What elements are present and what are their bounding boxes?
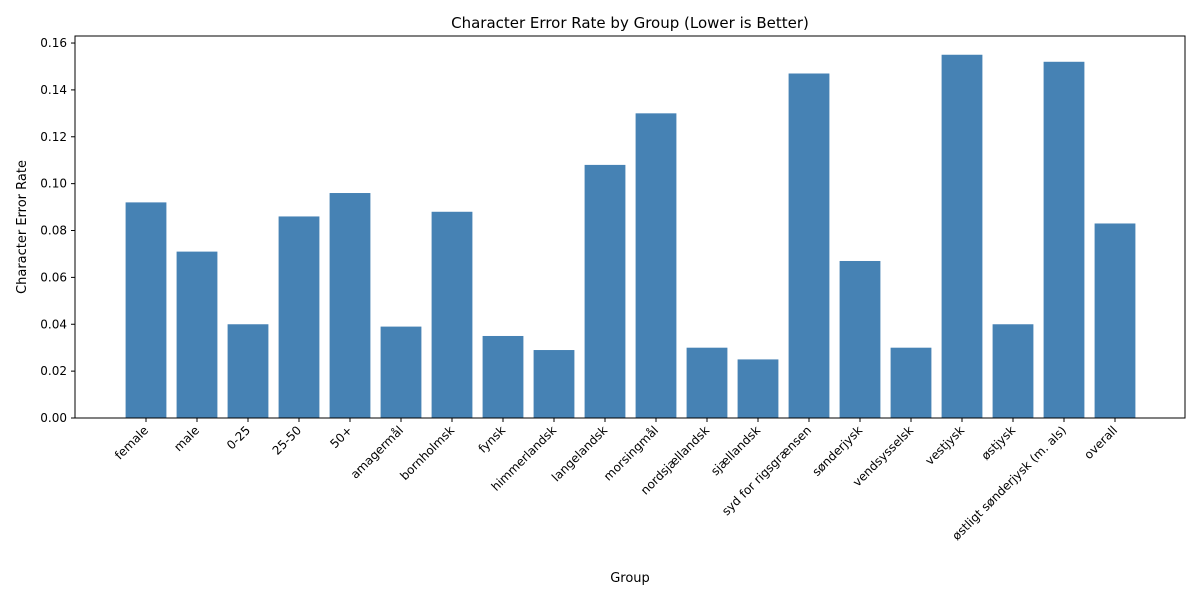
bar-15 — [890, 347, 932, 418]
bar-3 — [278, 216, 320, 418]
chart-title: Character Error Rate by Group (Lower is … — [451, 14, 809, 32]
x-axis: female male 0-25 25-50 50+amagermålbornholms… — [112, 418, 1120, 543]
x-tick-label-6: bornholmsk — [397, 423, 457, 483]
bar-14 — [839, 260, 881, 418]
bar-10 — [635, 113, 677, 418]
y-axis-label: Character Error Rate — [15, 160, 30, 294]
bar-1 — [176, 251, 218, 418]
bar-18 — [1043, 61, 1085, 418]
x-tick-label-3: 25-50 — [270, 423, 305, 458]
y-tick-label-5: 0.10 — [40, 177, 67, 191]
y-tick-label-0: 0.00 — [40, 411, 67, 425]
bar-2 — [227, 324, 269, 418]
bars-layer — [125, 54, 1136, 418]
bar-5 — [380, 326, 422, 418]
bar-9 — [584, 164, 626, 418]
bar-4 — [329, 193, 371, 418]
x-tick-label-17: østjysk — [979, 423, 1019, 463]
x-tick-label-7: fynsk — [476, 423, 509, 456]
x-tick-label-14: sønderjysk — [809, 423, 865, 479]
bar-12 — [737, 359, 779, 418]
bar-8 — [533, 350, 575, 418]
y-tick-label-2: 0.04 — [40, 317, 67, 331]
x-tick-label-16: vestjysk — [923, 423, 968, 468]
x-tick-label-19: overall — [1081, 423, 1120, 462]
bar-6 — [431, 211, 473, 418]
y-tick-label-7: 0.14 — [40, 83, 67, 97]
bar-7 — [482, 335, 524, 418]
x-axis-label: Group — [610, 571, 650, 586]
x-tick-label-13: syd for rigsgrænsen — [719, 423, 814, 518]
y-tick-label-1: 0.02 — [40, 364, 67, 378]
bar-11 — [686, 347, 728, 418]
bar-17 — [992, 324, 1034, 418]
x-tick-label-12: sjællandsk — [708, 423, 763, 478]
y-tick-label-3: 0.06 — [40, 270, 67, 284]
y-tick-label-4: 0.08 — [40, 224, 67, 238]
plot-frame — [74, 35, 1186, 419]
bar-19 — [1094, 223, 1136, 418]
y-tick-label-6: 0.12 — [40, 130, 67, 144]
bar-13 — [788, 73, 830, 418]
x-tick-label-0: female — [112, 423, 151, 462]
bar-0 — [125, 202, 167, 418]
y-tick-label-8: 0.16 — [40, 36, 67, 50]
x-tick-label-1: male — [171, 423, 202, 454]
bar-16 — [941, 54, 983, 418]
x-tick-label-2: 0-25 — [224, 423, 253, 452]
y-axis: 0.00 0.02 0.04 0.06 0.08 0.10 0.12 0.14 0.16 — [40, 36, 75, 425]
x-tick-label-4: 50+ — [327, 423, 355, 451]
